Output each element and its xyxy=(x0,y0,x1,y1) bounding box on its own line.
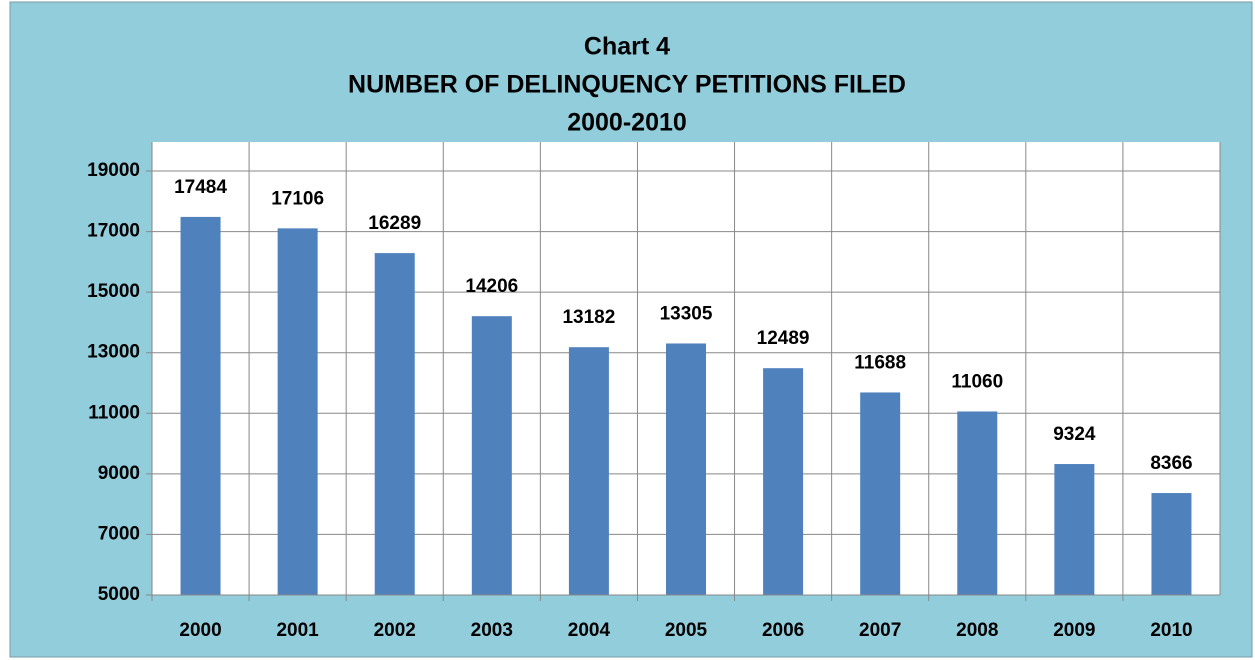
data-label: 13305 xyxy=(660,303,713,324)
x-tick-label: 2000 xyxy=(179,620,221,641)
x-tick-label: 2002 xyxy=(374,620,416,641)
chart-title: 2000-2010 xyxy=(567,109,687,137)
data-label: 16289 xyxy=(368,213,421,234)
bar xyxy=(957,411,998,595)
data-label: 14206 xyxy=(465,276,518,297)
x-tick-label: 2010 xyxy=(1150,620,1192,641)
y-tick-label: 17000 xyxy=(87,221,140,242)
bar xyxy=(763,368,804,595)
y-tick-label: 13000 xyxy=(87,342,140,363)
bar xyxy=(666,343,706,595)
data-label: 11060 xyxy=(951,371,1003,392)
bar xyxy=(277,228,318,595)
y-tick-label: 11000 xyxy=(88,402,140,423)
data-label: 8366 xyxy=(1150,453,1192,474)
y-tick-label: 7000 xyxy=(98,523,140,544)
x-tick-label: 2005 xyxy=(665,620,708,641)
y-tick-label: 19000 xyxy=(87,160,140,181)
chart-title: Chart 4 xyxy=(584,33,670,61)
x-tick-label: 2006 xyxy=(762,620,804,641)
bar xyxy=(471,316,512,595)
x-tick-label: 2008 xyxy=(956,620,998,641)
y-tick-label: 5000 xyxy=(98,584,140,605)
data-label: 17484 xyxy=(174,177,227,198)
x-tick-label: 2003 xyxy=(471,620,513,641)
bar xyxy=(568,347,609,595)
x-tick-label: 2004 xyxy=(568,620,611,641)
data-label: 11688 xyxy=(854,352,906,373)
data-label: 9324 xyxy=(1053,424,1096,445)
y-tick-label: 9000 xyxy=(98,463,140,484)
bar xyxy=(860,392,901,595)
x-tick-label: 2001 xyxy=(276,620,319,641)
chart-title: NUMBER OF DELINQUENCY PETITIONS FILED xyxy=(348,71,906,99)
data-label: 17106 xyxy=(271,188,324,209)
x-tick-label: 2007 xyxy=(859,620,901,641)
bar xyxy=(374,253,415,596)
bar xyxy=(1151,493,1192,595)
data-label: 13182 xyxy=(562,307,615,328)
x-tick-label: 2009 xyxy=(1053,620,1095,641)
data-label: 12489 xyxy=(757,328,810,349)
bar xyxy=(1054,464,1095,595)
y-tick-label: 15000 xyxy=(87,281,140,302)
bar xyxy=(180,216,221,595)
